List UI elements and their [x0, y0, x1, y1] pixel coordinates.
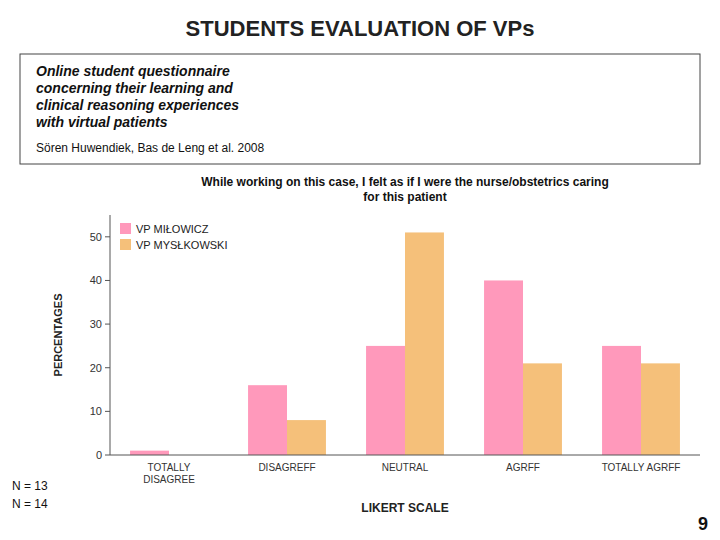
bar: [602, 346, 641, 455]
n-label: N = 13: [12, 479, 48, 493]
y-tick: [105, 455, 110, 456]
bar: [484, 280, 523, 455]
y-tick-label: 20: [90, 362, 102, 374]
y-tick: [105, 324, 110, 325]
y-tick: [105, 236, 110, 237]
x-axis: [110, 455, 700, 456]
bar: [523, 363, 562, 455]
citation: Sören Huwendiek, Bas de Leng et al. 2008: [36, 141, 264, 155]
page-number: 9: [698, 514, 708, 534]
bar: [405, 232, 444, 455]
x-axis-label: LIKERT SCALE: [361, 501, 448, 515]
y-tick-label: 10: [90, 405, 102, 417]
y-tick-label: 30: [90, 318, 102, 330]
legend: VP MIŁOWICZ VP MYSŁKOWSKI: [120, 223, 228, 251]
y-tick-label: 50: [90, 231, 102, 243]
y-axis: [110, 215, 111, 455]
x-tick-label: AGRFF: [506, 462, 540, 473]
y-tick: [105, 367, 110, 368]
slide: STUDENTS EVALUATION OF VPs Online student…: [0, 0, 720, 540]
x-tick-label: TOTALLYDISAGREE: [143, 462, 195, 485]
bars: [130, 232, 680, 455]
text-box-text: Online student questionnaireconcerning t…: [36, 63, 239, 130]
legend-swatch: [120, 223, 131, 234]
y-tick-label: 40: [90, 274, 102, 286]
chart-title: While working on this case, I felt as if…: [201, 175, 608, 204]
legend-label: VP MYSŁKOWSKI: [136, 239, 228, 251]
x-tick-label: DISAGREFF: [258, 462, 315, 473]
y-tick: [105, 280, 110, 281]
bar: [366, 346, 405, 455]
y-tick-label: 0: [96, 449, 102, 461]
text-box: [20, 54, 700, 164]
x-tick-label: NEUTRAL: [382, 462, 429, 473]
legend-swatch: [120, 239, 131, 250]
legend-label: VP MIŁOWICZ: [136, 223, 209, 235]
y-axis-label: PERCENTAGES: [52, 294, 64, 377]
x-tick-label: TOTALLY AGRFF: [602, 462, 681, 473]
slide-title: STUDENTS EVALUATION OF VPs: [186, 16, 535, 41]
bar: [287, 420, 326, 455]
y-tick: [105, 411, 110, 412]
n-label: N = 14: [12, 497, 48, 511]
bar: [130, 451, 169, 455]
bar: [248, 385, 287, 455]
bar: [641, 363, 680, 455]
